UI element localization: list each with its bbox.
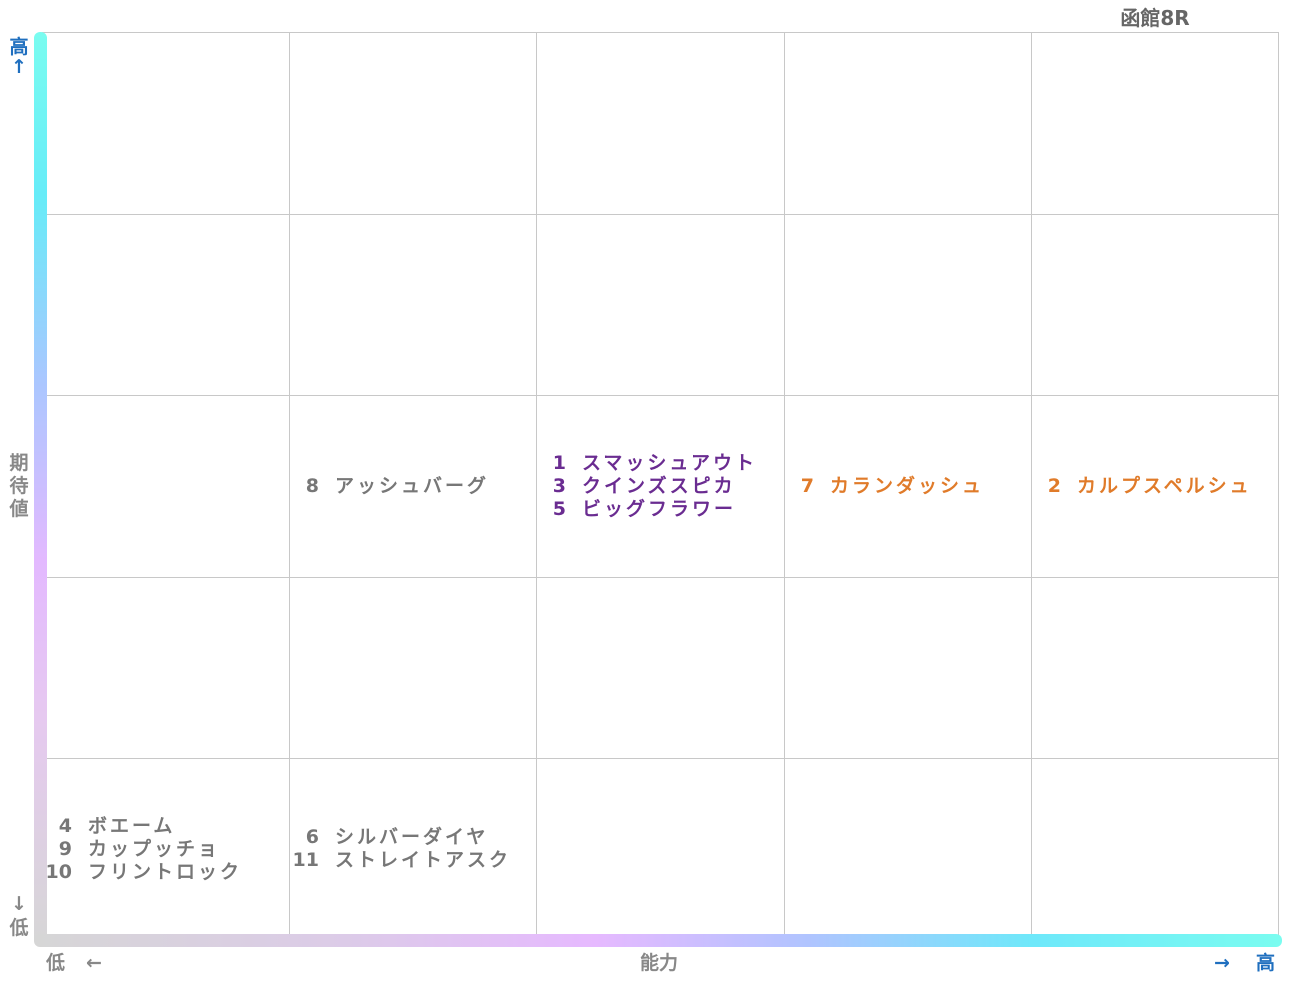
y-axis-down-arrow: ↓	[11, 893, 27, 915]
horse-name: カランダッシュ	[830, 475, 985, 497]
grid-line-vertical	[536, 32, 537, 940]
horse-number: 8	[305, 475, 319, 497]
horse-number: 10	[45, 861, 72, 883]
horse-entry: 11 ストレイトアスク	[291, 849, 511, 872]
horse-name: シルバーダイヤ	[335, 826, 489, 848]
horse-entry: 2 カルプスペルシュ	[1033, 475, 1252, 498]
grid-line-horizontal	[42, 32, 1279, 33]
grid-line-vertical	[289, 32, 290, 940]
y-axis-label-char-3: 値	[9, 498, 29, 520]
matrix-cell-2-1: 6 シルバーダイヤ 11 ストレイトアスク	[291, 826, 511, 872]
x-axis-right-arrow: →	[1214, 952, 1230, 974]
horse-name: ビッグフラワー	[582, 498, 737, 520]
grid-line-vertical	[1031, 32, 1032, 940]
horse-number: 1	[552, 452, 566, 474]
horse-entry: 6 シルバーダイヤ	[291, 826, 511, 849]
y-axis-up-arrow: ↑	[11, 56, 27, 78]
horse-number: 6	[305, 826, 319, 848]
y-axis-label-char-1: 期	[9, 452, 29, 474]
y-axis-high-label: 高	[9, 36, 29, 58]
horse-entry: 7 カランダッシュ	[786, 475, 984, 498]
horse-name: ボエーム	[88, 815, 176, 837]
matrix-cell-2-3: 8 アッシュバーグ	[291, 475, 489, 498]
horse-number: 7	[800, 475, 814, 497]
horse-number: 11	[292, 849, 319, 871]
horse-name: カルプスペルシュ	[1077, 475, 1252, 497]
horse-number: 3	[552, 475, 566, 497]
y-axis-gradient-bar	[34, 32, 47, 944]
y-axis-low-label: 低	[9, 917, 29, 939]
x-axis-high-label: 高	[1256, 952, 1276, 974]
horse-number: 5	[552, 498, 566, 520]
horse-name: クインズスピカ	[582, 475, 736, 497]
horse-number: 2	[1047, 475, 1061, 497]
grid-line-vertical	[1278, 32, 1279, 940]
horse-name: カップッチョ	[88, 838, 221, 860]
matrix-cell-1-1: 4 ボエーム 9 カップッチョ 10 フリントロック	[44, 815, 242, 884]
horse-name: アッシュバーグ	[335, 475, 490, 497]
horse-entry: 10 フリントロック	[44, 861, 242, 884]
grid-line-horizontal	[42, 214, 1279, 215]
horse-entry: 5 ビッグフラワー	[538, 498, 757, 521]
x-axis-label: 能力	[640, 952, 679, 974]
x-axis-left-arrow: ←	[86, 952, 102, 974]
horse-entry: 9 カップッチョ	[44, 838, 242, 861]
x-axis-gradient-bar	[34, 934, 1282, 947]
horse-entry: 3 クインズスピカ	[538, 475, 757, 498]
horse-entry: 8 アッシュバーグ	[291, 475, 489, 498]
grid-line-horizontal	[42, 395, 1279, 396]
horse-name: フリントロック	[88, 861, 243, 883]
horse-name: ストレイトアスク	[335, 849, 512, 871]
horse-number: 9	[58, 838, 72, 860]
horse-name: スマッシュアウト	[582, 452, 758, 474]
horse-number: 4	[58, 815, 72, 837]
chart-title: 函館8R	[1120, 6, 1190, 30]
grid-line-horizontal	[42, 758, 1279, 759]
x-axis-low-label: 低	[46, 952, 66, 974]
matrix-cell-5-3: 2 カルプスペルシュ	[1033, 475, 1252, 498]
grid-line-vertical	[784, 32, 785, 940]
horse-entry: 1 スマッシュアウト	[538, 452, 757, 475]
matrix-cell-3-3: 1 スマッシュアウト 3 クインズスピカ 5 ビッグフラワー	[538, 452, 757, 521]
horse-entry: 4 ボエーム	[44, 815, 242, 838]
matrix-cell-4-3: 7 カランダッシュ	[786, 475, 984, 498]
matrix-grid: 8 アッシュバーグ 1 スマッシュアウト 3 クインズスピカ 5 ビッグフラワー 7 カランダッシ…	[42, 32, 1279, 941]
grid-line-horizontal	[42, 577, 1279, 578]
y-axis-label-char-2: 待	[9, 475, 29, 497]
